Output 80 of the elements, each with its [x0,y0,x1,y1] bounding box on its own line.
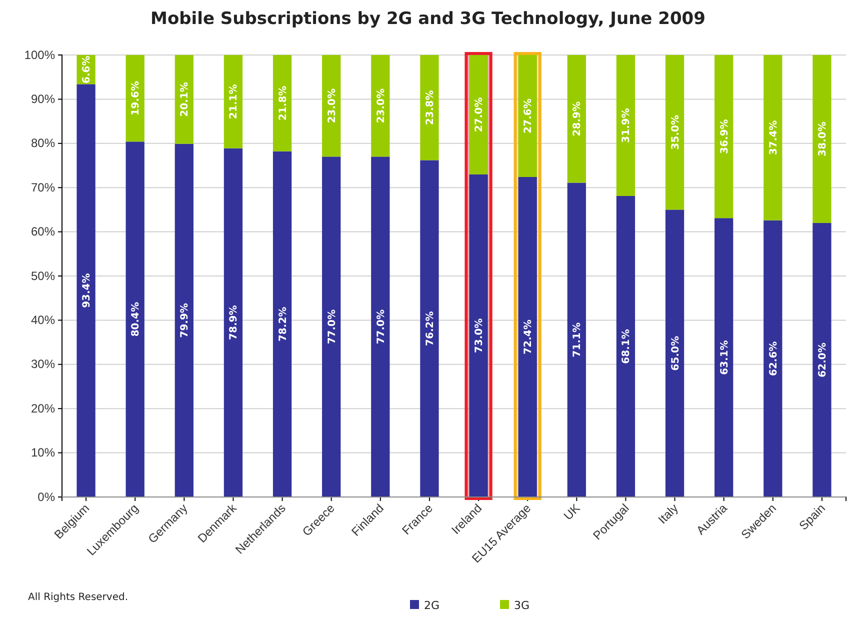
y-tick-label: 0% [38,490,56,504]
y-tick-label: 10% [30,446,56,460]
bar [322,156,341,497]
bar [174,55,194,144]
bar [174,144,194,497]
bar [322,55,341,157]
data-label: 19.6% [130,80,142,116]
legend-label: 2G [424,598,440,612]
bar [518,55,537,177]
bar [665,210,684,497]
bar [764,220,782,497]
data-label: 28.9% [572,102,584,136]
y-tick-label: 100% [24,48,56,62]
text: All Rights Reserved. [28,592,128,603]
data-label: 80.4% [130,302,142,337]
data-label: 76.2% [424,311,436,346]
bar [469,55,488,174]
y-tick-label: 40% [30,313,56,328]
chart-title: Mobile Subscriptions by 2G and 3G Technology, June 2009 [150,9,706,29]
data-label: 27.0% [474,97,486,132]
data-label: 23.8% [424,90,436,125]
bar [764,55,782,220]
y-tick-label: 20% [30,401,56,416]
y-tick-label: 80% [30,136,56,150]
data-label: 62.6% [768,341,780,376]
data-label: 72.4% [523,320,534,354]
bar [420,55,439,160]
data-label: 78.2% [278,306,289,342]
bar [126,55,144,142]
data-label: 93.4% [82,273,93,308]
bar [714,218,734,497]
y-tick-label: 70% [30,180,56,194]
bar [126,142,144,497]
x-tick-label: UK [561,501,583,523]
data-label: 79.9% [180,303,191,338]
bar [518,176,537,497]
data-label: 23.0% [376,88,387,124]
bar [371,55,390,157]
data-label: 73.0% [474,318,486,354]
data-label: 65.0% [670,336,682,371]
data-label: 62.0% [817,342,828,378]
bar [469,174,488,497]
bar [714,55,734,218]
data-label: 71.1% [572,322,584,358]
bar [616,55,636,196]
data-label: 36.9% [719,119,730,154]
data-label: 77.0% [376,309,387,344]
data-label: 77.0% [326,309,338,344]
data-label: 21.8% [278,86,289,121]
data-label: 63.1% [719,340,730,375]
bar [76,84,96,497]
data-label: 78.9% [228,305,240,340]
bar [371,156,390,497]
bar [812,222,832,497]
data-label: 23.0% [326,88,338,124]
y-tick-label: 90% [30,92,56,106]
y-tick-label: 30% [30,357,56,372]
data-label: 21.1% [228,84,240,119]
y-tick-label: 50% [30,268,56,283]
bar [420,160,439,497]
data-label: 37.4% [768,120,780,156]
bar [272,55,292,152]
bar [567,55,586,183]
bar [812,55,832,223]
data-label: 35.0% [670,115,682,150]
data-label: 6.6% [82,56,93,84]
bar [224,148,243,497]
data-label: 27.6% [523,98,534,134]
bar [567,182,586,497]
bar [616,196,636,497]
legend-label: 3G [514,598,530,612]
bar [665,55,684,210]
y-tick-label: 60% [30,224,56,239]
data-label: 31.9% [621,108,632,143]
data-label: 68.1% [621,329,632,364]
bar [272,151,292,497]
bar [224,55,243,148]
x-tick-label: Italy [655,501,681,527]
data-label: 20.1% [180,82,191,117]
data-label: 38.0% [817,122,828,156]
